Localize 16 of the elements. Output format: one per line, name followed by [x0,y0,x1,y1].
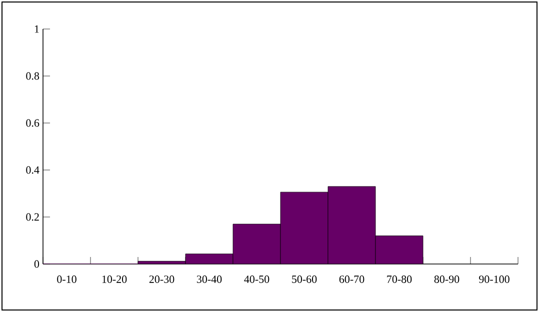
x-tick-label: 80-90 [434,276,460,283]
y-tick-label: 0.2 [26,213,39,221]
y-tick-label: 0.8 [26,72,40,80]
x-tick-label: 60-70 [339,276,364,283]
x-tick-label: 40-50 [244,276,270,283]
x-tick-label: 10-20 [102,276,127,283]
y-tick-label: 1 [34,25,39,33]
y-tick-label: 0 [34,260,40,268]
x-tick-label: 20-30 [149,276,174,283]
y-tick-label: 0.4 [26,166,40,174]
x-tick-label: 0-10 [57,276,76,283]
x-tick-label: 90-100 [479,276,510,283]
x-tick-label: 50-60 [292,276,317,283]
y-tick-label: 0.6 [26,119,40,127]
x-tick-label: 70-80 [387,276,412,283]
x-tick-label: 30-40 [196,276,222,283]
